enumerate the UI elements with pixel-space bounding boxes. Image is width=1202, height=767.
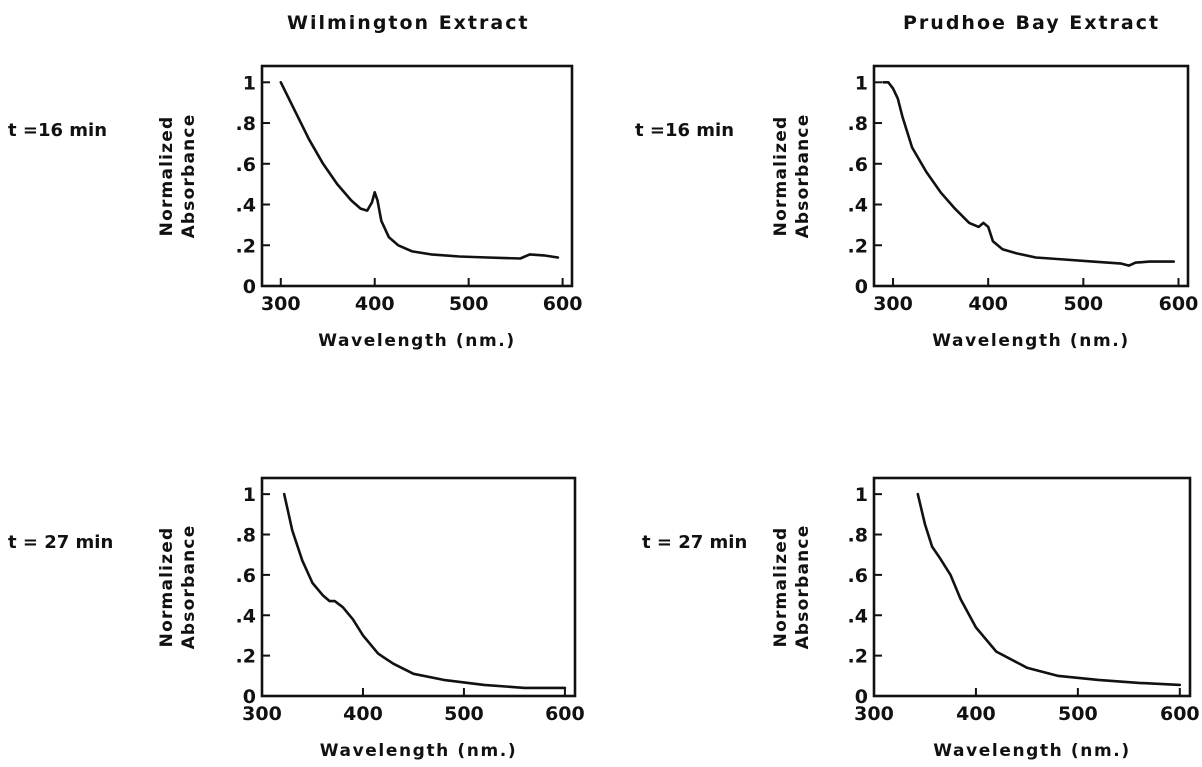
- y-tick-label: .8: [848, 525, 868, 547]
- y-tick-label: .8: [848, 113, 868, 135]
- y-axis-title-line2: Absorbance: [179, 114, 199, 239]
- y-axis-title-line2: Absorbance: [179, 525, 199, 650]
- y-tick-label: .2: [236, 235, 256, 257]
- y-axis-title-line2: Absorbance: [793, 525, 813, 650]
- plot-frame: [872, 476, 1192, 698]
- x-tick-label: 600: [1160, 703, 1200, 725]
- panel-2: 0 .2 .4 .6 .8 1 300 400 500 600 Wavelength (nm.) No…: [635, 64, 1199, 351]
- x-axis-title: Wavelength (nm.): [320, 741, 517, 761]
- x-tick-label: 500: [449, 293, 489, 315]
- x-tick-label: 500: [444, 703, 484, 725]
- x-tick-label: 600: [1159, 293, 1199, 315]
- y-axis-title-line2: Absorbance: [793, 114, 813, 239]
- y-tick-label: 1: [243, 72, 256, 94]
- y-axis-title-line1: Normalized: [157, 116, 177, 237]
- y-tick-label: .2: [848, 235, 868, 257]
- y-tick-label: .8: [236, 113, 256, 135]
- y-tick-label: 0: [243, 276, 256, 298]
- y-tick-label: 0: [855, 686, 868, 708]
- y-tick-label: .6: [236, 154, 256, 176]
- time-label: t = 27 min: [8, 532, 113, 553]
- time-label: t =16 min: [635, 120, 734, 141]
- x-tick-label: 600: [545, 703, 585, 725]
- series-line: [279, 81, 560, 260]
- x-axis-title: Wavelength (nm.): [318, 331, 515, 351]
- y-axis-title-line1: Normalized: [771, 527, 791, 648]
- x-tick-label: 300: [854, 703, 894, 725]
- plot-frame: [260, 64, 574, 288]
- y-tick-label: 0: [243, 686, 256, 708]
- x-tick-label: 300: [261, 293, 301, 315]
- y-tick-label: .6: [848, 154, 868, 176]
- y-tick-label: .4: [848, 195, 868, 217]
- plot-frame: [872, 64, 1190, 288]
- time-label: t =16 min: [8, 120, 107, 141]
- x-tick-label: 400: [343, 703, 383, 725]
- x-tick-label: 300: [242, 703, 282, 725]
- panel-1: 0 .2 .4 .6 .8 1 300 400 500 600 Wavelength (nm.) No…: [8, 64, 583, 351]
- column-title-prudhoe-bay: Prudhoe Bay Extract: [903, 12, 1161, 34]
- y-tick-label: 1: [855, 72, 868, 94]
- y-tick-label: 1: [243, 484, 256, 506]
- y-tick-label: .2: [236, 646, 256, 668]
- y-tick-label: .8: [236, 525, 256, 547]
- x-axis-title: Wavelength (nm.): [933, 741, 1130, 761]
- x-axis-title: Wavelength (nm.): [932, 331, 1129, 351]
- x-tick-label: 500: [1063, 293, 1103, 315]
- y-tick-label: .2: [848, 646, 868, 668]
- x-tick-label: 400: [968, 293, 1008, 315]
- y-tick-label: .4: [848, 605, 868, 627]
- y-tick-label: 0: [855, 276, 868, 298]
- series-line: [282, 492, 567, 690]
- x-tick-label: 400: [956, 703, 996, 725]
- x-tick-label: 400: [355, 293, 395, 315]
- x-tick-label: 300: [873, 293, 913, 315]
- panel-4: 0 .2 .4 .6 .8 1 300 400 500 600 Wavelength (nm.) No…: [642, 476, 1200, 761]
- plot-frame: [260, 476, 577, 698]
- panel-3: 0 .2 .4 .6 .8 1 300 400 500 600 Wavelength (nm.) No…: [8, 476, 585, 761]
- y-tick-label: .6: [848, 565, 868, 587]
- time-label: t = 27 min: [642, 532, 747, 553]
- y-axis-title-line1: Normalized: [157, 527, 177, 648]
- series-line: [882, 81, 1175, 267]
- y-tick-label: 1: [855, 484, 868, 506]
- series-line: [916, 492, 1182, 687]
- column-title-wilmington: Wilmington Extract: [287, 12, 530, 34]
- y-tick-label: .6: [236, 565, 256, 587]
- y-axis-title-line1: Normalized: [771, 116, 791, 237]
- y-tick-label: .4: [236, 605, 256, 627]
- x-tick-label: 600: [543, 293, 583, 315]
- x-tick-label: 500: [1058, 703, 1098, 725]
- y-tick-label: .4: [236, 195, 256, 217]
